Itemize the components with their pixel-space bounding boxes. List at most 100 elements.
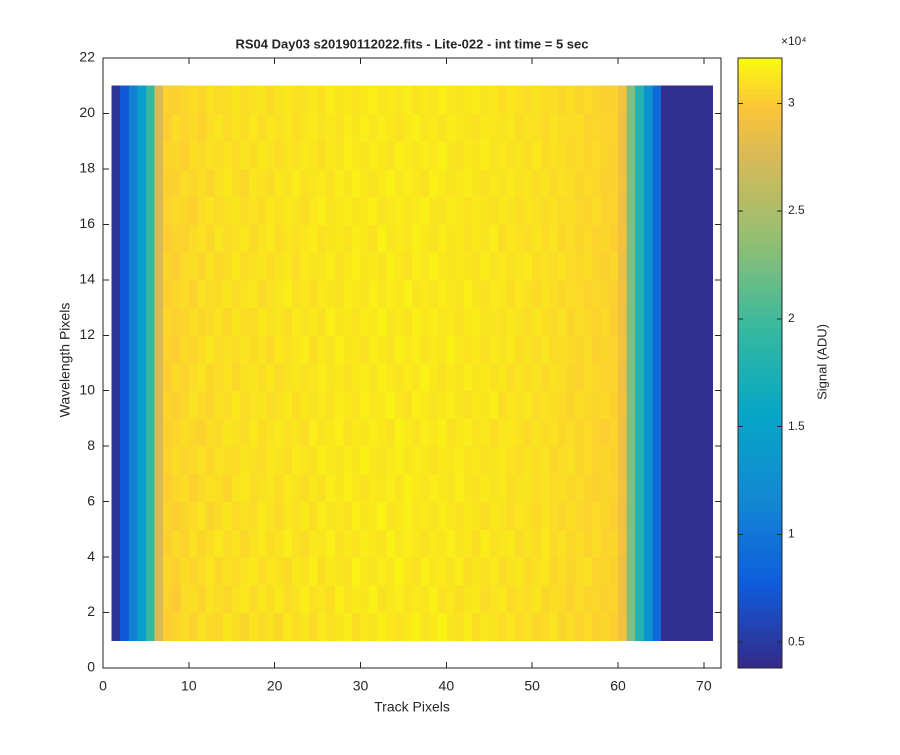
colorbar-swatch	[738, 444, 782, 451]
heatmap-cell	[549, 335, 559, 364]
heatmap-cell	[575, 279, 585, 309]
heatmap-cell	[506, 363, 516, 392]
heatmap-cell	[111, 501, 121, 530]
heatmap-cell	[429, 612, 439, 641]
heatmap-cell	[600, 473, 610, 503]
heatmap-cell	[163, 390, 173, 419]
heatmap-cell	[463, 141, 473, 170]
heatmap-cell	[506, 279, 516, 309]
heatmap-cell	[463, 584, 473, 614]
heatmap-cell	[163, 85, 173, 114]
heatmap-cell	[652, 335, 662, 364]
heatmap-cell	[369, 501, 379, 530]
heatmap-cell	[111, 529, 121, 558]
heatmap-cell	[592, 557, 602, 586]
heatmap-cell	[283, 307, 293, 336]
heatmap-cell	[266, 473, 276, 503]
heatmap-cell	[437, 418, 447, 447]
heatmap-cell	[532, 529, 542, 558]
colorbar-swatch	[738, 230, 782, 237]
heatmap-cell	[463, 612, 473, 641]
heatmap-cell	[549, 85, 559, 114]
heatmap-cell	[394, 418, 404, 447]
heatmap-cell	[231, 584, 241, 614]
colorbar-label: Signal (ADU)	[814, 324, 829, 400]
heatmap-cell	[188, 85, 198, 114]
heatmap-cell	[386, 335, 396, 364]
heatmap-cell	[274, 168, 284, 198]
heatmap-cell	[454, 612, 464, 641]
heatmap-cell	[300, 279, 310, 309]
heatmap-cell	[583, 113, 593, 142]
heatmap-cell	[231, 168, 241, 198]
heatmap-cell	[291, 85, 301, 114]
heatmap-cell	[317, 584, 327, 614]
heatmap-cell	[489, 252, 499, 281]
heatmap-cell	[480, 473, 490, 503]
heatmap-cell	[515, 141, 525, 170]
heatmap-cell	[180, 473, 190, 503]
colorbar-swatch	[738, 68, 782, 74]
heatmap-cell	[566, 529, 576, 558]
heatmap-cell	[326, 473, 336, 503]
colorbar-swatch	[738, 434, 782, 440]
heatmap-cell	[180, 501, 190, 530]
heatmap-cell	[566, 252, 576, 281]
heatmap-cell	[463, 224, 473, 253]
heatmap-cell	[128, 529, 138, 558]
heatmap-cell	[506, 584, 516, 614]
heatmap-cell	[145, 446, 155, 475]
heatmap-cell	[403, 529, 413, 558]
heatmap-cell	[540, 252, 550, 281]
heatmap-cell	[592, 141, 602, 170]
heatmap-cell	[317, 557, 327, 586]
heatmap-cell	[678, 279, 688, 309]
heatmap-cell	[618, 85, 628, 114]
heatmap-cell	[437, 252, 447, 281]
heatmap-cell	[660, 529, 670, 558]
heatmap-cell	[171, 363, 181, 392]
colorbar-swatch	[738, 378, 782, 384]
heatmap-cell	[343, 446, 353, 475]
colorbar-swatch	[738, 296, 782, 303]
heatmap-cell	[506, 252, 516, 281]
heatmap-cell	[635, 557, 645, 586]
heatmap-cell	[120, 557, 130, 586]
heatmap-cell	[540, 85, 550, 114]
heatmap-cell	[429, 446, 439, 475]
heatmap-cell	[678, 390, 688, 419]
heatmap-cell	[154, 279, 164, 309]
heatmap-cell	[188, 307, 198, 336]
heatmap-cell	[309, 113, 319, 142]
heatmap-cell	[274, 390, 284, 419]
heatmap-cell	[197, 168, 207, 198]
heatmap-cell	[515, 279, 525, 309]
heatmap-cell	[334, 363, 344, 392]
heatmap-cell	[300, 501, 310, 530]
heatmap-cell	[472, 473, 482, 503]
heatmap-cell	[111, 473, 121, 503]
heatmap-cell	[635, 168, 645, 198]
heatmap-cell	[523, 85, 533, 114]
heatmap-cell	[206, 85, 216, 114]
heatmap-cell	[128, 584, 138, 614]
heatmap-cell	[257, 584, 267, 614]
heatmap-cell	[351, 224, 361, 253]
heatmap-cell	[351, 252, 361, 281]
colorbar-swatch	[738, 342, 782, 349]
heatmap-cell	[223, 279, 233, 309]
heatmap-cell	[497, 113, 507, 142]
heatmap-cell	[206, 168, 216, 198]
heatmap-cell	[197, 141, 207, 170]
heatmap-cell	[420, 335, 430, 364]
heatmap-cell	[334, 141, 344, 170]
heatmap-cell	[686, 307, 696, 336]
heatmap-cell	[412, 363, 422, 392]
heatmap-cell	[377, 584, 387, 614]
heatmap-cell	[600, 363, 610, 392]
heatmap-cell	[188, 279, 198, 309]
heatmap-cell	[377, 418, 387, 447]
heatmap-cell	[609, 501, 619, 530]
heatmap-cell	[403, 390, 413, 419]
heatmap-cell	[326, 446, 336, 475]
